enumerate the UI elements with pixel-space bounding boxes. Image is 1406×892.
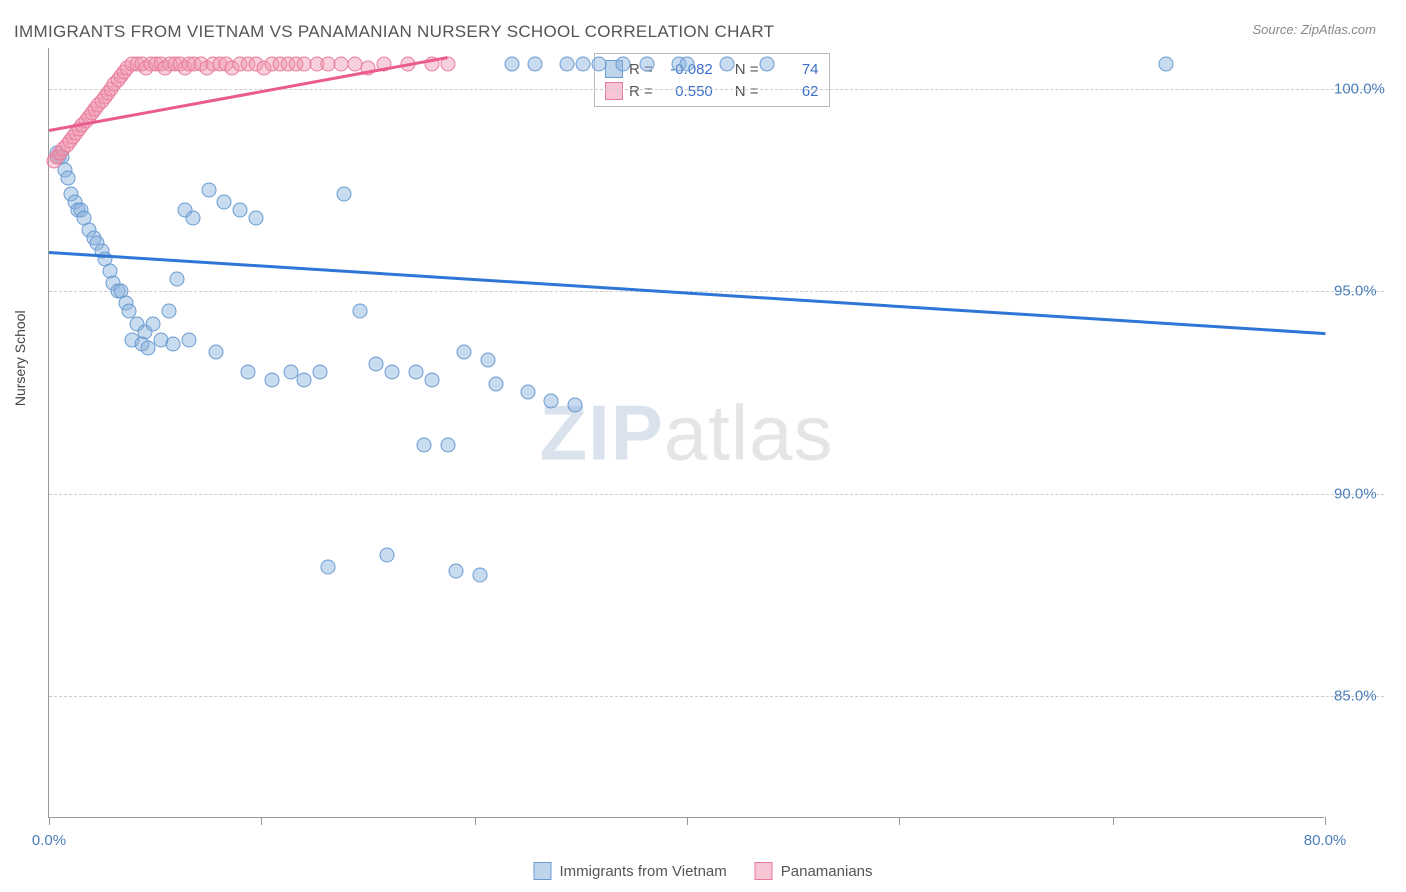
x-tick-label: 80.0% — [1304, 832, 1347, 849]
scatter-point — [528, 57, 543, 72]
x-tick — [49, 817, 50, 825]
scatter-point — [169, 272, 184, 287]
scatter-point — [297, 373, 312, 388]
r-value: 0.550 — [659, 83, 713, 100]
x-tick-label: 0.0% — [32, 832, 66, 849]
scatter-point — [384, 365, 399, 380]
scatter-point — [217, 195, 232, 210]
y-tick-label: 100.0% — [1334, 80, 1404, 97]
scatter-point — [576, 57, 591, 72]
scatter-point — [520, 385, 535, 400]
y-tick-label: 85.0% — [1334, 688, 1404, 705]
scatter-point — [424, 373, 439, 388]
source-credit: Source: ZipAtlas.com — [1252, 22, 1376, 37]
swatch-icon — [533, 862, 551, 880]
scatter-point — [680, 57, 695, 72]
scatter-point — [265, 373, 280, 388]
r-label: R = — [629, 83, 653, 100]
scatter-point — [233, 203, 248, 218]
x-tick — [475, 817, 476, 825]
scatter-point — [544, 393, 559, 408]
plot-area: ZIPatlas R = -0.082 N = 74 R = 0.550 N =… — [48, 48, 1324, 818]
trend-line — [49, 251, 1325, 335]
scatter-point — [1158, 57, 1173, 72]
grid-line — [49, 89, 1384, 90]
x-tick — [1113, 817, 1114, 825]
n-value: 62 — [765, 83, 819, 100]
scatter-point — [472, 567, 487, 582]
scatter-point — [249, 211, 264, 226]
scatter-point — [416, 438, 431, 453]
scatter-point — [560, 57, 575, 72]
scatter-point — [408, 365, 423, 380]
legend-item-blue: Immigrants from Vietnam — [533, 862, 726, 880]
y-axis-title: Nursery School — [12, 310, 28, 406]
n-label: N = — [735, 83, 759, 100]
scatter-point — [140, 340, 155, 355]
scatter-point — [640, 57, 655, 72]
scatter-point — [592, 57, 607, 72]
scatter-point — [313, 365, 328, 380]
scatter-point — [61, 170, 76, 185]
x-tick — [899, 817, 900, 825]
scatter-point — [368, 357, 383, 372]
scatter-point — [241, 365, 256, 380]
scatter-point — [456, 344, 471, 359]
scatter-point — [719, 57, 734, 72]
x-tick — [687, 817, 688, 825]
watermark: ZIPatlas — [539, 387, 833, 478]
bottom-legend: Immigrants from Vietnam Panamanians — [533, 862, 872, 880]
legend-label: Panamanians — [781, 863, 873, 880]
scatter-point — [440, 438, 455, 453]
stats-row-blue: R = -0.082 N = 74 — [605, 58, 819, 80]
stats-row-pink: R = 0.550 N = 62 — [605, 80, 819, 102]
grid-line — [49, 494, 1384, 495]
scatter-point — [321, 559, 336, 574]
scatter-point — [185, 211, 200, 226]
source-label: Source: — [1252, 22, 1300, 37]
grid-line — [49, 696, 1384, 697]
watermark-atlas: atlas — [664, 388, 834, 476]
x-tick — [261, 817, 262, 825]
scatter-point — [209, 344, 224, 359]
swatch-icon — [605, 82, 623, 100]
scatter-point — [166, 336, 181, 351]
scatter-point — [504, 57, 519, 72]
y-tick-label: 95.0% — [1334, 283, 1404, 300]
scatter-point — [337, 186, 352, 201]
scatter-point — [201, 182, 216, 197]
x-tick — [1325, 817, 1326, 825]
swatch-icon — [755, 862, 773, 880]
scatter-point — [568, 397, 583, 412]
legend-item-pink: Panamanians — [755, 862, 873, 880]
legend-label: Immigrants from Vietnam — [559, 863, 726, 880]
scatter-point — [333, 57, 348, 72]
scatter-point — [616, 57, 631, 72]
n-label: N = — [735, 61, 759, 78]
y-tick-label: 90.0% — [1334, 485, 1404, 502]
scatter-point — [488, 377, 503, 392]
scatter-point — [759, 57, 774, 72]
scatter-point — [353, 304, 368, 319]
scatter-point — [161, 304, 176, 319]
scatter-point — [145, 316, 160, 331]
scatter-point — [380, 547, 395, 562]
scatter-point — [182, 332, 197, 347]
source-name: ZipAtlas.com — [1301, 22, 1376, 37]
scatter-point — [480, 353, 495, 368]
scatter-point — [448, 563, 463, 578]
chart-title: IMMIGRANTS FROM VIETNAM VS PANAMANIAN NU… — [14, 22, 774, 42]
grid-line — [49, 291, 1384, 292]
